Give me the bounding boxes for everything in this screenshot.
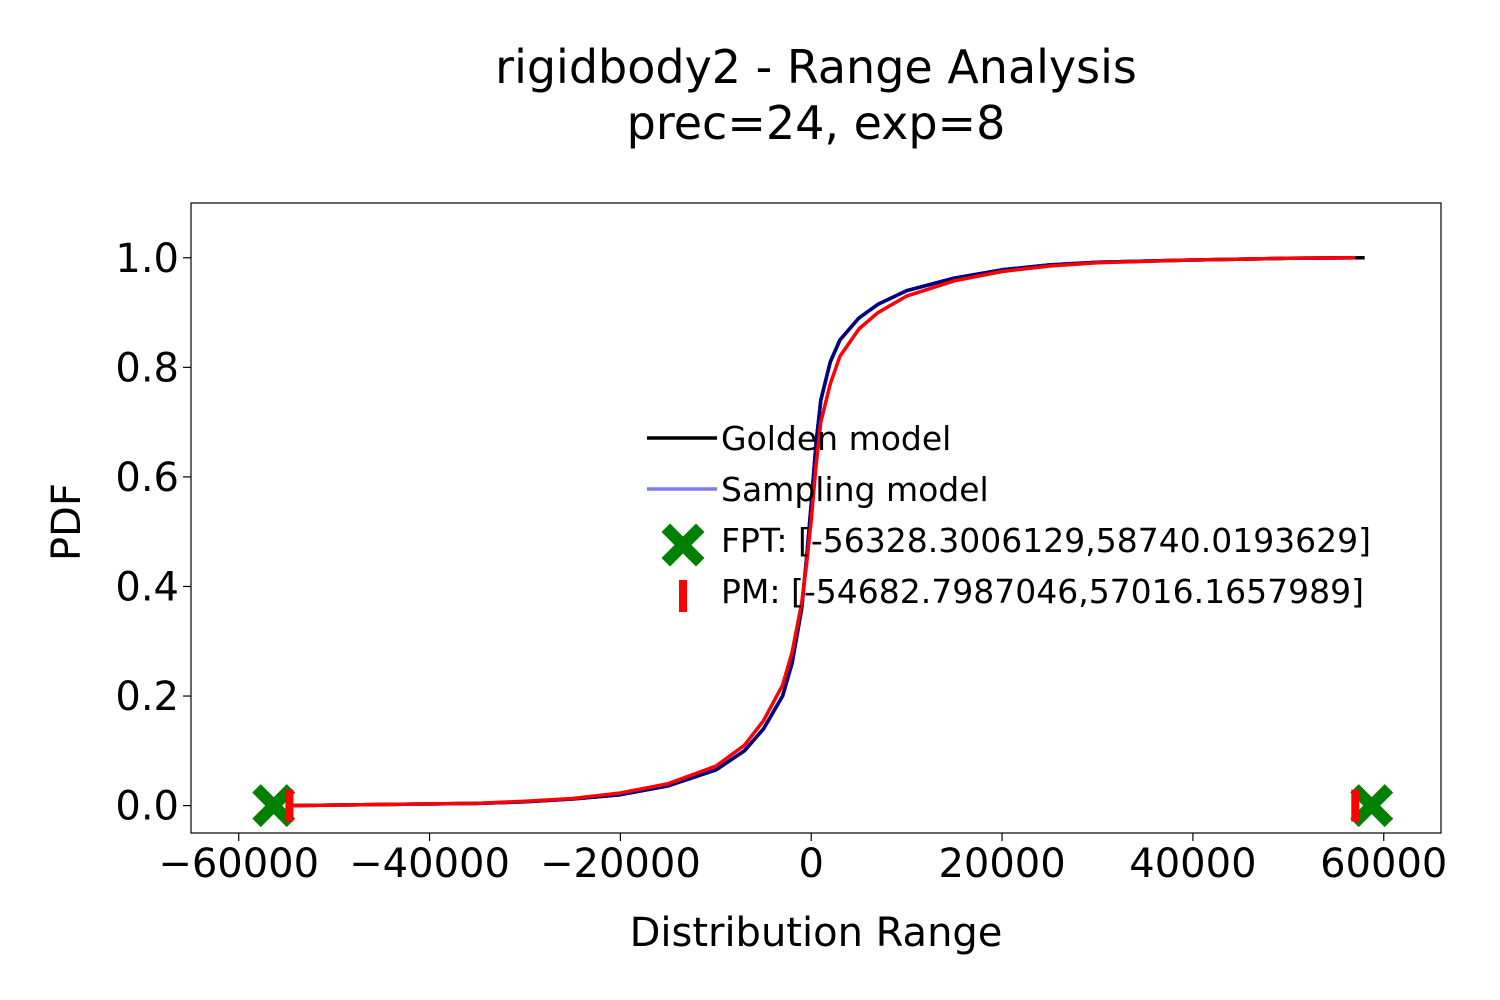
legend-sampling-model: Sampling model	[647, 470, 989, 509]
series-line-3	[289, 256, 1356, 808]
pm-marker	[1351, 789, 1360, 822]
marker-layer	[252, 784, 1394, 828]
fpt-marker	[252, 784, 296, 828]
legend-swatch	[661, 523, 705, 567]
x-tick-label: 60000	[1320, 841, 1447, 887]
x-tick-label: −40000	[349, 841, 510, 887]
x-axis-ticks: −60000 −40000 −20000 0 20000 40000 60000	[158, 833, 1447, 887]
y-tick-label: 0.8	[115, 345, 179, 391]
y-tick-label: 1.0	[115, 236, 179, 282]
x-tick-label: 0	[799, 841, 824, 887]
plot-area	[190, 202, 1442, 834]
fpt-marker	[1350, 784, 1394, 828]
x-tick-label: −20000	[540, 841, 701, 887]
legend-golden-model: Golden model	[647, 419, 951, 458]
plot-frame	[190, 202, 1442, 834]
x-axis-label: Distribution Range	[630, 910, 1003, 956]
series-layer	[289, 256, 1365, 808]
legend-label: Golden model	[721, 419, 951, 458]
legend-pm: PM: [-54682.7987046,57016.1657989]	[679, 572, 1364, 612]
legend: Golden model Sampling model FPT: [-56328.3…	[647, 419, 1371, 612]
pm-marker	[285, 789, 294, 822]
legend-label: PM: [-54682.7987046,57016.1657989]	[721, 572, 1364, 611]
x-tick-label: 20000	[938, 841, 1065, 887]
y-tick-label: 0.2	[115, 674, 179, 720]
y-tick-label: 0.0	[115, 784, 179, 830]
chart-title: rigidbody2 - Range Analysis	[495, 40, 1137, 94]
legend-label: Sampling model	[721, 470, 989, 509]
y-tick-label: 0.4	[115, 564, 179, 610]
legend-swatch	[679, 580, 687, 612]
legend-fpt: FPT: [-56328.3006129,58740.0193629]	[661, 521, 1371, 567]
x-tick-label: −60000	[158, 841, 319, 887]
y-axis-label: PDF	[44, 483, 90, 561]
chart-subtitle: prec=24, exp=8	[627, 96, 1006, 150]
legend-label: FPT: [-56328.3006129,58740.0193629]	[721, 521, 1371, 560]
y-tick-label: 0.6	[115, 455, 179, 501]
y-axis-ticks: 0.0 0.2 0.4 0.6 0.8 1.0	[115, 236, 191, 830]
x-tick-label: 40000	[1129, 841, 1256, 887]
